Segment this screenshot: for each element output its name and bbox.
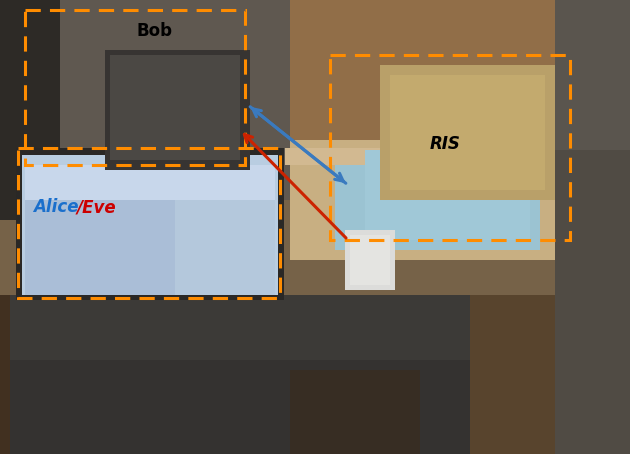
Text: /Eve: /Eve <box>77 198 117 216</box>
Bar <box>330 55 570 240</box>
Bar <box>25 10 245 165</box>
Text: Bob: Bob <box>137 22 173 40</box>
Text: RIS: RIS <box>430 135 461 153</box>
Bar <box>18 148 280 298</box>
Text: Alice: Alice <box>33 198 79 216</box>
